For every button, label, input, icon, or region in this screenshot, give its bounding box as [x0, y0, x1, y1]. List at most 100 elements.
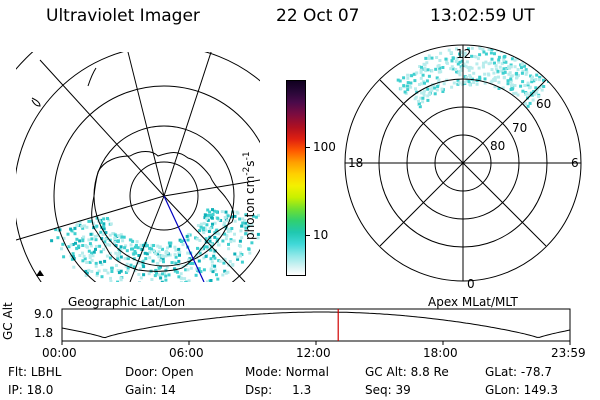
emission-pixel [137, 272, 141, 276]
emission-pixel [215, 228, 219, 232]
altitude-ytick-high: 9.0 [34, 307, 54, 321]
emission-pixel [106, 271, 110, 275]
emission-pixel [493, 76, 497, 80]
emission-pixel [406, 81, 410, 85]
emission-pixel [109, 280, 113, 282]
emission-pixel [228, 260, 232, 263]
emission-pixel [94, 238, 98, 242]
emission-pixel [525, 70, 529, 74]
emission-pixel [160, 280, 164, 282]
emission-pixel [427, 57, 431, 61]
emission-pixel [454, 68, 458, 71]
emission-pixel [173, 253, 177, 257]
emission-pixel [445, 60, 449, 64]
emission-pixel [117, 234, 121, 238]
emission-pixel [449, 51, 453, 55]
emission-pixel [422, 93, 426, 97]
emission-pixel [160, 286, 163, 289]
emission-pixel [497, 75, 500, 79]
emission-pixel [104, 237, 108, 241]
emission-pixel [226, 230, 230, 234]
emission-pixel [100, 275, 104, 279]
emission-pixel [515, 72, 518, 76]
gc-alt-field: GC Alt: 8.8 Re [365, 365, 449, 379]
emission-pixel [478, 75, 482, 79]
emission-pixel [98, 260, 102, 264]
emission-pixel [166, 246, 169, 250]
emission-pixel [139, 276, 143, 280]
emission-pixel [195, 267, 199, 271]
emission-pixel [222, 223, 226, 227]
emission-pixel [509, 63, 513, 67]
emission-pixel [246, 224, 250, 228]
emission-pixel [54, 228, 58, 232]
emission-pixel [102, 227, 106, 231]
emission-pixel [478, 53, 482, 57]
emission-pixel [510, 74, 514, 78]
emission-pixel [102, 268, 106, 272]
emission-pixel [427, 74, 431, 78]
emission-pixel [470, 54, 474, 58]
emission-pixel [468, 83, 472, 87]
emission-pixel [77, 244, 81, 248]
colorbar-tick-label-10: 10 [313, 228, 329, 242]
emission-pixel [546, 71, 550, 75]
emission-pixel [150, 247, 154, 251]
emission-pixel [115, 235, 119, 238]
emission-pixel [502, 60, 506, 64]
emission-pixel [198, 251, 202, 255]
emission-pixel [124, 271, 128, 274]
emission-pixel [202, 256, 206, 260]
emission-pixel [222, 221, 226, 225]
emission-pixel [551, 81, 555, 85]
emission-pixel [84, 274, 88, 277]
emission-pixel [509, 65, 513, 69]
emission-pixel [510, 84, 513, 88]
emission-pixel [187, 251, 191, 255]
emission-pixel [529, 74, 533, 78]
dsp-field: Dsp: 1.3 [245, 383, 312, 397]
emission-pixel [210, 216, 214, 220]
emission-pixel [138, 267, 142, 271]
emission-pixel [493, 85, 497, 89]
emission-pixel [489, 61, 493, 65]
emission-pixel [521, 61, 525, 65]
emission-pixel [513, 65, 517, 69]
emission-pixel [250, 223, 254, 226]
emission-pixel [137, 261, 141, 265]
emission-pixel [195, 289, 198, 292]
emission-pixel [100, 262, 104, 266]
emission-pixel [119, 255, 123, 259]
emission-pixel [87, 219, 91, 223]
emission-pixel [151, 259, 155, 263]
emission-pixel [405, 84, 409, 88]
emission-pixel [200, 247, 204, 251]
emission-pixel [58, 228, 62, 232]
longitude-line [163, 179, 260, 197]
emission-pixel [509, 77, 513, 81]
emission-pixel [419, 71, 423, 75]
emission-pixel [421, 100, 425, 104]
emission-pixel [468, 65, 472, 69]
emission-pixel [243, 219, 247, 223]
emission-pixel [60, 247, 63, 251]
emission-pixel [197, 284, 200, 287]
mlt-meridian [379, 79, 547, 247]
emission-pixel [185, 234, 189, 238]
emission-pixel [114, 286, 117, 289]
emission-pixel [441, 66, 445, 69]
emission-pixel [510, 57, 514, 61]
emission-pixel [185, 282, 188, 285]
emission-pixel [90, 258, 94, 262]
emission-pixel [396, 78, 400, 82]
emission-pixel [147, 272, 151, 276]
emission-pixel [159, 276, 163, 280]
emission-pixel [216, 216, 220, 220]
emission-pixel [195, 237, 199, 241]
emission-pixel [95, 245, 98, 248]
emission-pixel [216, 277, 220, 281]
emission-pixel [168, 253, 172, 257]
emission-pixel [423, 89, 426, 93]
emission-pixel [520, 71, 524, 75]
